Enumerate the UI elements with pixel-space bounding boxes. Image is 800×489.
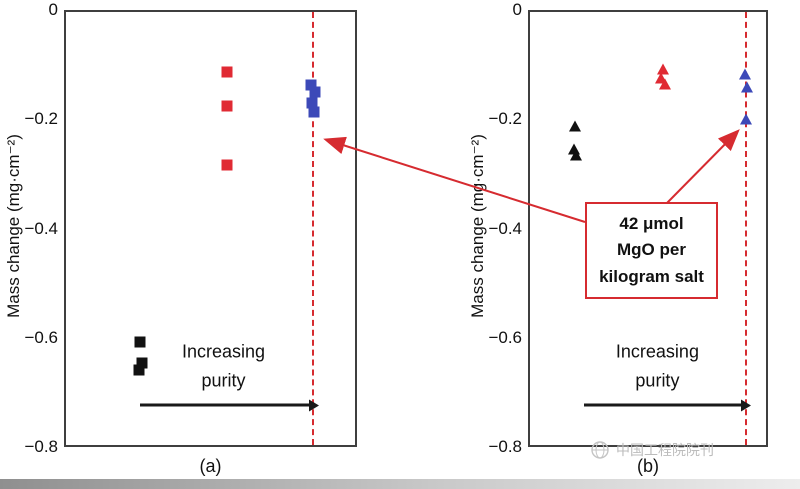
y-tick-label: 0 bbox=[512, 0, 522, 19]
increasing-purity-arrow bbox=[139, 403, 311, 407]
data-point bbox=[657, 63, 670, 75]
data-point bbox=[741, 81, 754, 93]
watermark-text: 中国工程院院刊 bbox=[616, 442, 714, 458]
data-point bbox=[308, 106, 320, 118]
y-tick-label: −0.4 bbox=[24, 218, 58, 238]
data-point bbox=[305, 79, 317, 91]
annotation-line-1: 42 μmol bbox=[619, 214, 684, 233]
panel-caption-b: (b) bbox=[637, 456, 659, 476]
annotation-line-2: MgO per bbox=[617, 240, 686, 260]
y-tick-label: −0.6 bbox=[24, 327, 58, 347]
panel-caption-a: (a) bbox=[199, 456, 222, 476]
data-point bbox=[221, 66, 233, 78]
y-tick-label: −0.4 bbox=[488, 218, 522, 238]
y-axis-tick-labels-a: 0 −0.2 −0.4 −0.6 −0.8 bbox=[18, 0, 60, 456]
y-tick-label: −0.8 bbox=[488, 437, 522, 456]
data-point bbox=[739, 113, 752, 125]
data-point bbox=[568, 120, 581, 132]
data-point bbox=[306, 97, 318, 109]
increasing-purity-label: Increasing purity bbox=[615, 340, 699, 391]
data-point bbox=[309, 86, 321, 98]
y-tick-label: −0.6 bbox=[488, 327, 522, 347]
y-tick-label: 0 bbox=[48, 0, 58, 19]
y-tick-label: −0.2 bbox=[24, 109, 58, 129]
mgo-annotation-box: 42 μmol MgO per kilogram salt bbox=[585, 202, 718, 300]
increasing-purity-arrow bbox=[584, 403, 743, 407]
data-point bbox=[133, 364, 145, 376]
data-point bbox=[738, 68, 751, 80]
watermark: 中国工程院院刊 bbox=[590, 440, 714, 460]
plot-area-a: Increasing purity bbox=[64, 10, 357, 447]
mgo-threshold-dashed-line bbox=[744, 12, 747, 445]
globe-logo-icon bbox=[591, 441, 609, 459]
data-point bbox=[655, 72, 668, 84]
data-point bbox=[221, 159, 233, 171]
mgo-threshold-dashed-line bbox=[312, 12, 315, 445]
y-tick-label: −0.2 bbox=[488, 109, 522, 129]
y-tick-label: −0.8 bbox=[24, 437, 58, 456]
annotation-line-3: kilogram salt bbox=[599, 266, 704, 286]
data-point bbox=[658, 78, 671, 90]
increasing-purity-label: Increasing purity bbox=[181, 340, 266, 391]
data-point bbox=[134, 336, 146, 348]
bottom-gradient-bar bbox=[0, 479, 800, 489]
y-axis-tick-labels-b: 0 −0.2 −0.4 −0.6 −0.8 bbox=[482, 0, 524, 456]
data-point bbox=[136, 357, 148, 369]
data-point bbox=[570, 149, 583, 161]
data-point bbox=[221, 100, 233, 112]
